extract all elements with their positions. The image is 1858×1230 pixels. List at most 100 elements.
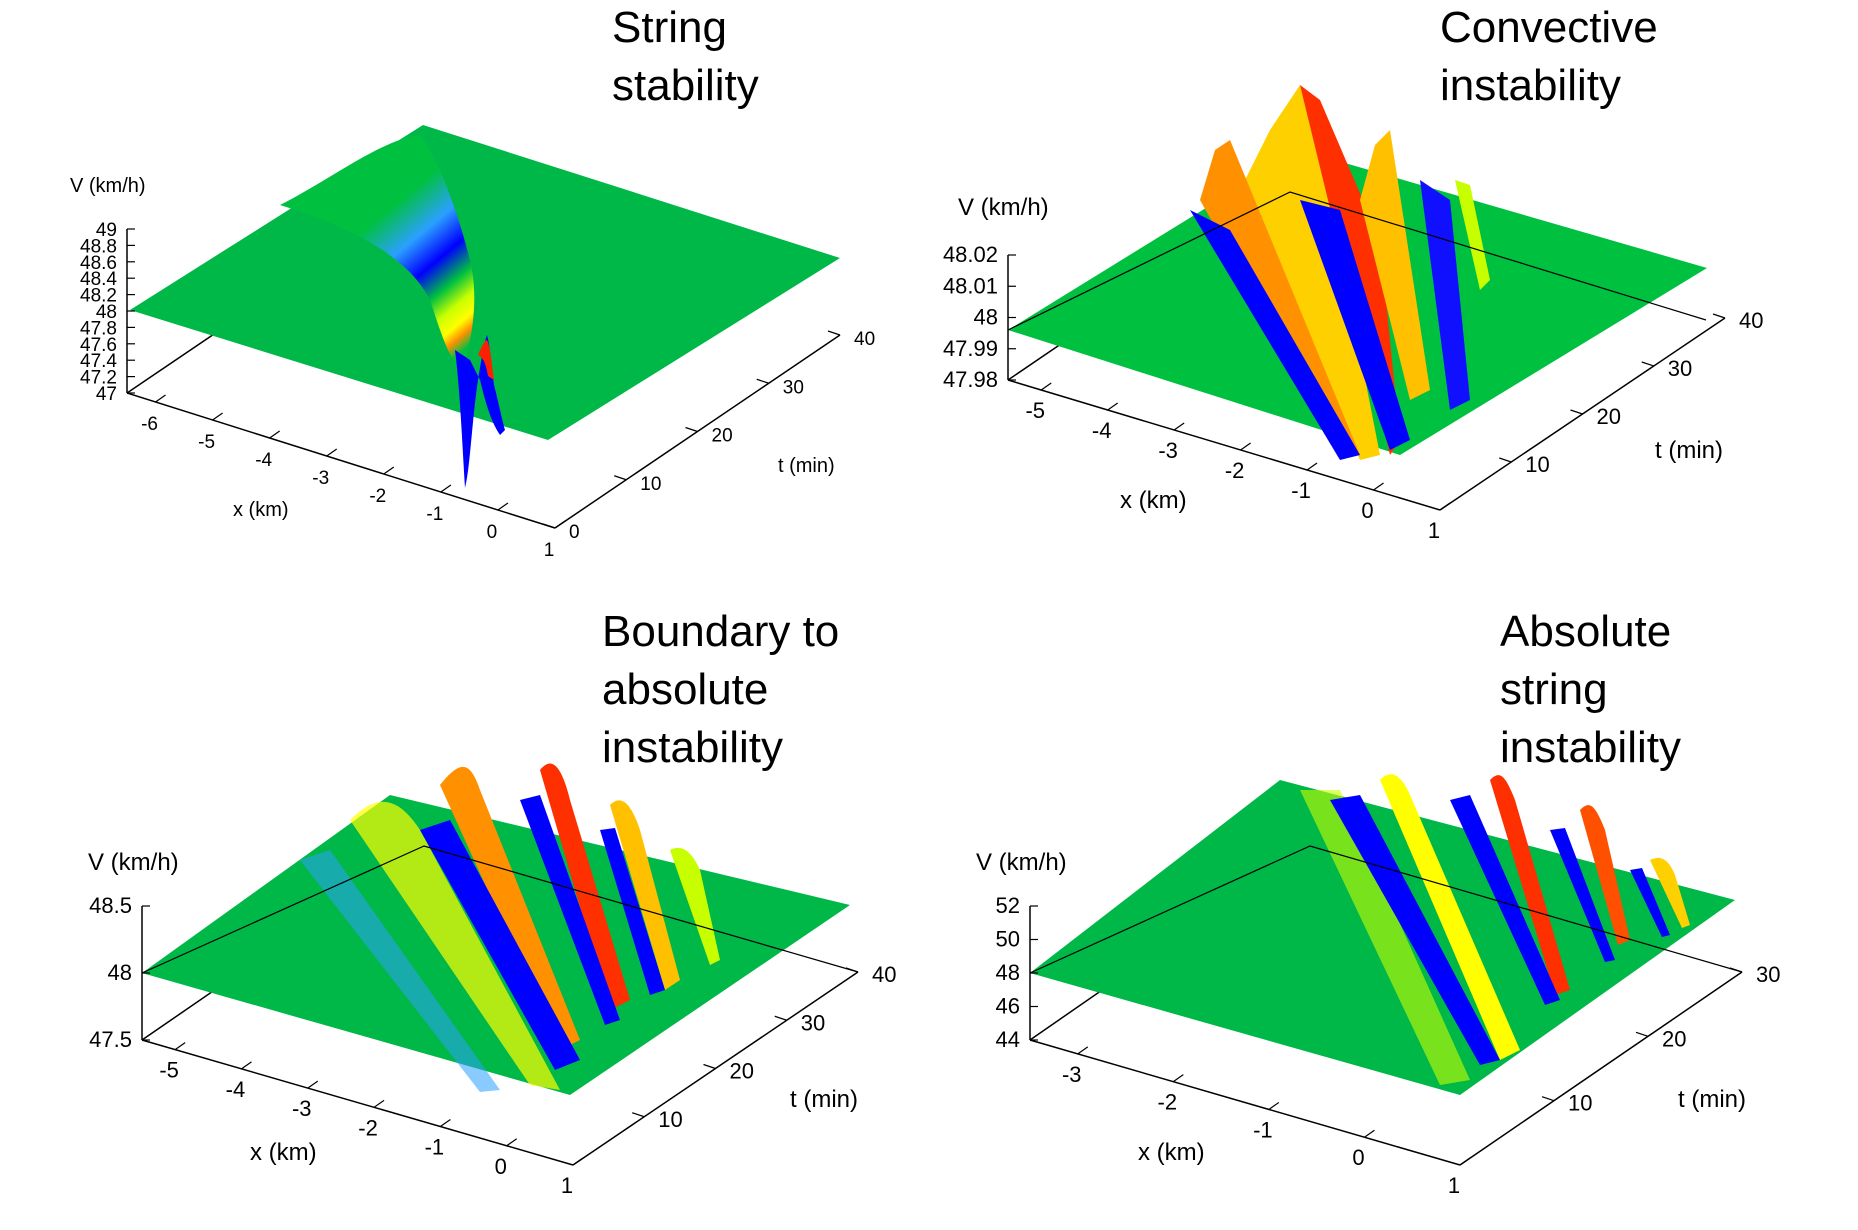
- panel-2-t-tick-mark: [1570, 409, 1583, 415]
- panel-3-wave-1: [350, 801, 560, 1090]
- panel-4-title: Absolute string instability: [1500, 607, 1681, 772]
- panel-2-x-tick-mark: [1240, 442, 1251, 451]
- panel-2-t-tick-label: 40: [1739, 308, 1763, 333]
- panel-3-t-tick-mark: [845, 967, 859, 973]
- panel-2-z-tick-label: 47.99: [943, 336, 998, 361]
- panel-2-x-tick-mark: [1306, 462, 1318, 471]
- panel-2-x-tick-label: -3: [1158, 438, 1178, 463]
- panel-1-z-tick-label: 48.8: [80, 236, 117, 257]
- panel-4-x-tick-label: -3: [1062, 1062, 1082, 1087]
- panel-4-t-axis: [1459, 971, 1743, 1166]
- panel-1-wave-ridge: [280, 135, 475, 365]
- panel-2-z-label: V (km/h): [958, 194, 1049, 221]
- panel-1-t-tick-mark: [542, 523, 556, 529]
- panel-2-z-ticks: 47.98 47.99 48 48.01 48.02: [943, 242, 1016, 392]
- panel-1-t-tick-label: 30: [783, 377, 804, 398]
- panel-3-trough-1: [420, 820, 580, 1070]
- panel-3-x-tick-mark: [174, 1042, 186, 1051]
- panel-2-surface: [1008, 85, 1707, 460]
- panel-4-z-tick-label: 52: [996, 893, 1020, 918]
- panel-3-x-tick-mark: [241, 1061, 252, 1070]
- panel-3-title-line-2: absolute: [602, 665, 768, 714]
- panel-4-z-ticks: 44 46 48 50 52: [996, 893, 1038, 1052]
- panel-2-wave-1: [1240, 85, 1380, 460]
- panel-1: String stability 4747.247.447.647.84848.…: [70, 3, 875, 561]
- panel-1-x-tick-mark: [155, 394, 166, 403]
- panel-2-x-tick-label: -5: [1025, 398, 1045, 423]
- panel-1-z-tick-label: 47.4: [80, 351, 117, 372]
- panel-1-t-tick-label: 10: [640, 474, 661, 495]
- panel-1-title-line-1: String: [612, 3, 727, 52]
- panel-4-title-line-2: string: [1500, 665, 1608, 714]
- panel-2-z-tick-label: 48.01: [943, 273, 998, 298]
- panel-1-t-tick-label: 20: [712, 426, 733, 447]
- panel-1-z-tick-label: 47.6: [80, 335, 117, 356]
- panel-1-z-tick-label: 47: [96, 384, 117, 405]
- panel-3-trough-3: [600, 828, 665, 995]
- panel-1-x-tick-mark: [269, 430, 281, 439]
- panel-1-t-label: t (min): [778, 455, 835, 477]
- panel-4-wave-3-crest: [1490, 775, 1570, 995]
- panel-1-x-tick-label: 1: [544, 540, 555, 561]
- panel-3-t-tick-mark: [703, 1063, 716, 1070]
- panel-1-x-axis: [126, 392, 556, 529]
- panel-3-x-tick-label: 1: [561, 1173, 573, 1198]
- panel-3-title: Boundary to absolute instability: [602, 607, 839, 772]
- panel-4-t-ticks: 10 20 30: [1541, 962, 1780, 1116]
- panel-4-t-tick-mark: [1635, 1031, 1649, 1037]
- panel-2-x-tick-label: -2: [1225, 458, 1245, 483]
- panel-1-t-tick-mark: [827, 330, 841, 336]
- panel-1-title-line-2: stability: [612, 61, 759, 110]
- panel-4-box: [1029, 845, 1743, 974]
- panel-4-x-tick-label: -2: [1158, 1090, 1178, 1115]
- panel-1-x-tick-mark: [554, 520, 566, 529]
- panel-4-wave-5: [1650, 857, 1690, 928]
- panel-1-z-label: V (km/h): [70, 175, 146, 197]
- panel-1-t-tick-mark: [614, 475, 627, 481]
- panel-3-x-tick-mark: [572, 1157, 584, 1166]
- panel-4-title-line-1: Absolute: [1500, 607, 1671, 656]
- panel-3-z-ticks: 47.5 48 48.5: [89, 893, 150, 1052]
- panel-2-trough-1: [1190, 210, 1360, 460]
- panel-4-x-tick-mark: [1172, 1074, 1184, 1083]
- panel-1-t-ticks: 0 10 20 30 40: [542, 329, 875, 543]
- panel-3-t-tick-mark: [774, 1015, 787, 1021]
- panel-4-x-tick-label: 0: [1352, 1145, 1364, 1170]
- panel-2-trough-3: [1420, 180, 1470, 410]
- panel-2-wave-2: [1200, 140, 1360, 455]
- panel-2-t-tick-label: 20: [1597, 404, 1621, 429]
- panel-3-box-back: [141, 845, 859, 974]
- panel-4-x-tick-mark: [1459, 1157, 1471, 1166]
- panel-3-t-tick-label: 20: [730, 1059, 754, 1084]
- panel-4-z-tick-label: 44: [996, 1027, 1020, 1052]
- panel-1-z-tick-label: 48.4: [80, 269, 117, 290]
- panel-4-surface: [1030, 774, 1735, 1095]
- panel-3-t-label: t (min): [790, 1086, 858, 1113]
- panel-1-x-tick-label: -6: [141, 414, 158, 435]
- panel-2-x-tick-mark: [1107, 402, 1119, 411]
- panel-3-trough-2: [520, 795, 620, 1025]
- panel-1-x-tick-label: -1: [426, 504, 443, 525]
- panel-3-x-tick-mark: [307, 1080, 319, 1089]
- panel-1-x-tick-label: -4: [255, 450, 272, 471]
- panel-2-wave-3: [1360, 130, 1430, 400]
- panel-1-x-tick-label: -2: [369, 486, 386, 507]
- panel-3-x-tick-label: -5: [159, 1058, 179, 1083]
- panel-1-x-tick-label: 0: [487, 522, 498, 543]
- panel-3-wave-2-crest: [540, 763, 630, 1010]
- panel-1-x-tick-mark: [383, 466, 395, 475]
- panel-3-x-tick-label: -4: [226, 1077, 246, 1102]
- panel-1-surface: [130, 125, 840, 488]
- panel-3-t-tick-label: 10: [658, 1107, 682, 1132]
- panel-3-x-tick-mark: [440, 1119, 451, 1128]
- panel-4-z-tick-label: 46: [996, 994, 1020, 1019]
- panel-3-x-tick-label: -2: [358, 1115, 378, 1140]
- panel-1-z-tick-label: 48.2: [80, 286, 117, 307]
- panel-1-x-tick-label: -3: [312, 468, 329, 489]
- panel-2-title-line-1: Convective: [1440, 3, 1658, 52]
- panel-2-t-tick-label: 10: [1525, 452, 1549, 477]
- panel-1-x-tick-label: -5: [198, 432, 215, 453]
